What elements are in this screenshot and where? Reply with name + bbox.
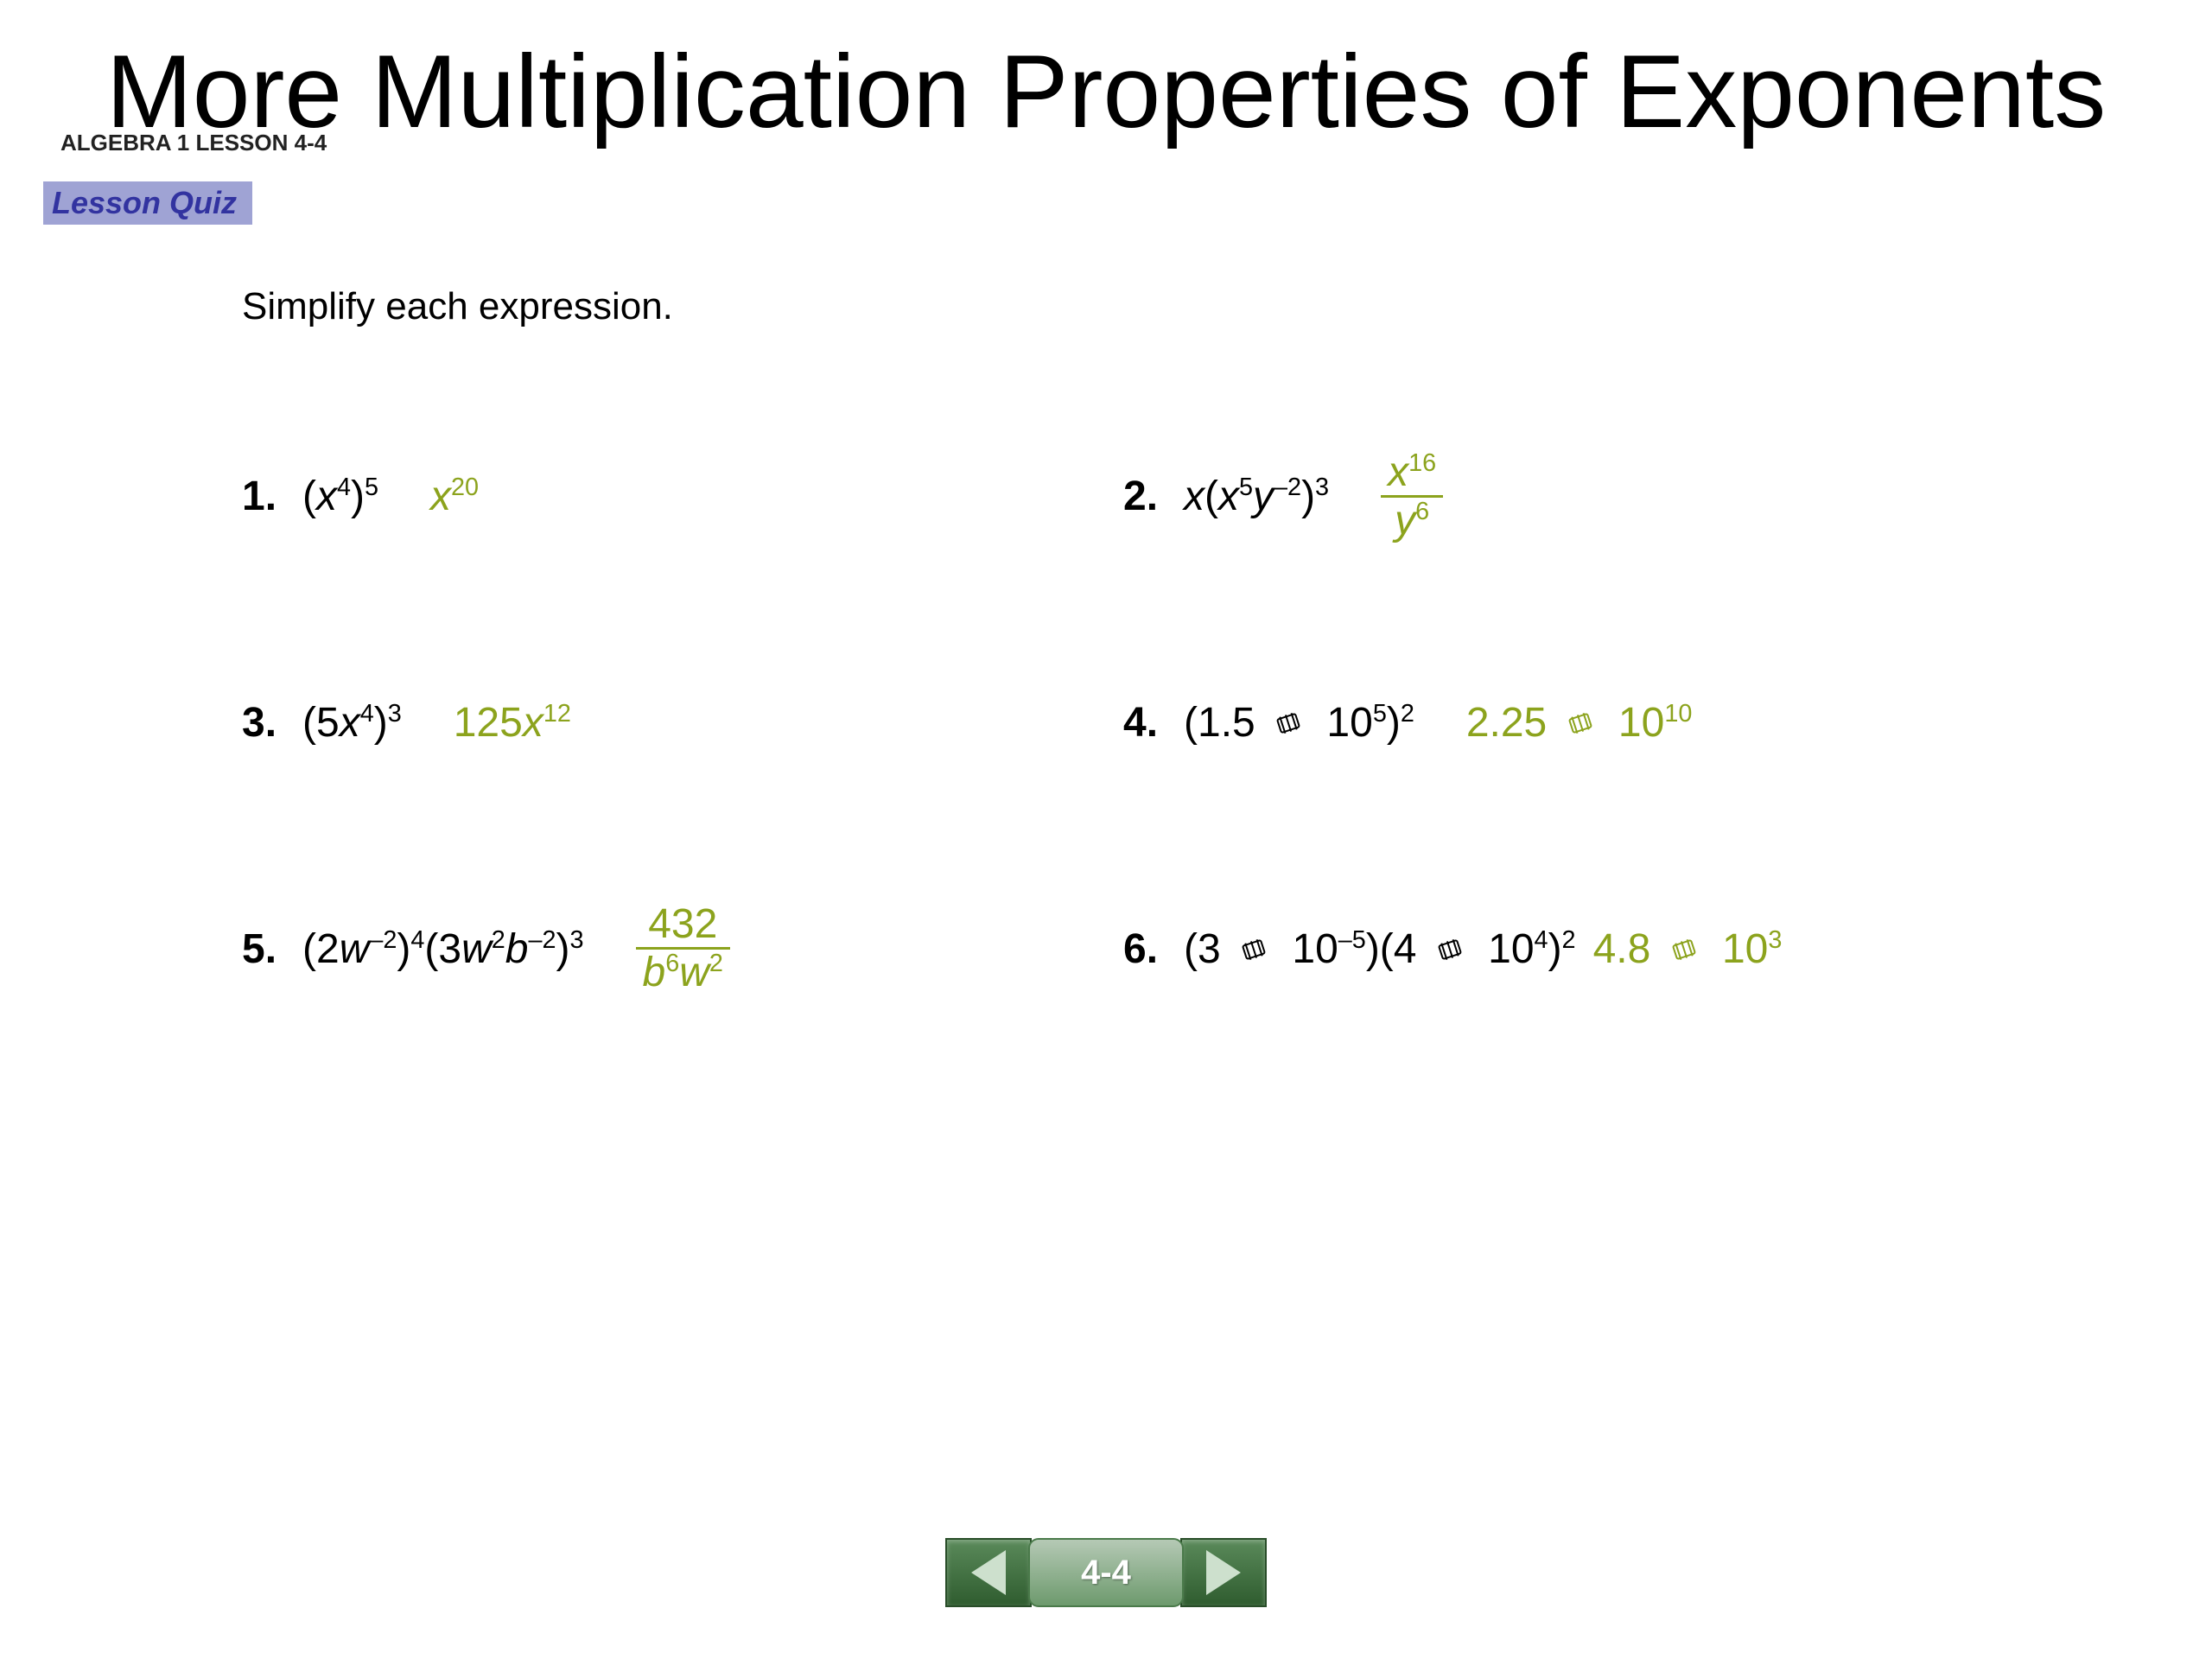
problem-expression: (5x4)3 xyxy=(302,699,402,747)
nav-page-label[interactable]: 4-4 xyxy=(1028,1538,1184,1607)
problem-expression: x(x5y–2)3 xyxy=(1184,473,1329,520)
problem-number: 4. xyxy=(1123,699,1158,747)
arrow-right-icon xyxy=(1206,1550,1241,1595)
problem-answer: 432b6w2 xyxy=(636,902,730,995)
problem-expression: (3 10–5)(4 104)2 xyxy=(1184,925,1576,973)
problem-4: 4. (1.5 105)2 2.25 1010 xyxy=(1123,699,2005,747)
problem-expression: (1.5 105)2 xyxy=(1184,699,1414,747)
slide: ALGEBRA 1 LESSON 4-4 Lesson Quiz More Mu… xyxy=(0,0,2212,1659)
problem-5: 5. (2w–2)4(3w2b–2)3 432b6w2 xyxy=(242,902,1123,995)
problem-number: 5. xyxy=(242,925,276,973)
problem-number: 2. xyxy=(1123,473,1158,520)
navigation-bar: 4-4 xyxy=(945,1538,1267,1607)
problem-expression: (2w–2)4(3w2b–2)3 xyxy=(302,925,584,973)
problem-expression: (x4)5 xyxy=(302,473,378,520)
problem-answer: 4.8 103 xyxy=(1593,925,1783,973)
arrow-left-icon xyxy=(971,1550,1006,1595)
lesson-quiz-label: Lesson Quiz xyxy=(43,181,252,225)
problem-6: 6. (3 10–5)(4 104)2 4.8 103 xyxy=(1123,902,2005,995)
problem-answer: 2.25 1010 xyxy=(1466,699,1693,747)
problem-2: 2. x(x5y–2)3 x16y6 xyxy=(1123,449,2005,543)
prev-button[interactable] xyxy=(945,1538,1032,1607)
problem-3: 3. (5x4)3 125x12 xyxy=(242,699,1123,747)
instruction-text: Simplify each expression. xyxy=(242,285,673,328)
problem-number: 6. xyxy=(1123,925,1158,973)
problem-answer: 125x12 xyxy=(454,699,571,747)
problem-answer: x16y6 xyxy=(1381,449,1443,543)
problem-number: 1. xyxy=(242,473,276,520)
problems-grid: 1. (x4)5 x20 2. x(x5y–2)3 x16y6 3. (5x4)… xyxy=(242,449,2056,1151)
problem-answer: x20 xyxy=(430,473,479,520)
problem-1: 1. (x4)5 x20 xyxy=(242,449,1123,543)
page-title: More Multiplication Properties of Expone… xyxy=(0,35,2212,149)
next-button[interactable] xyxy=(1180,1538,1267,1607)
problem-number: 3. xyxy=(242,699,276,747)
